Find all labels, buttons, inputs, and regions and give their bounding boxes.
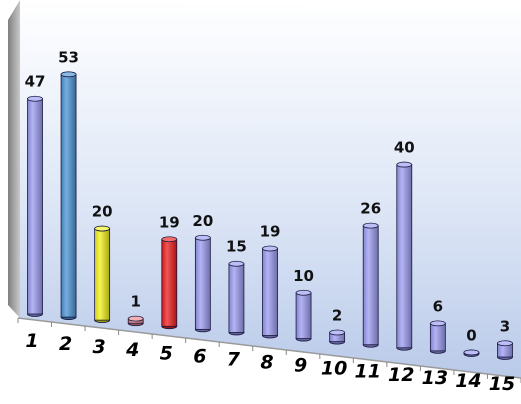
bar-10 xyxy=(329,329,346,345)
bar-body xyxy=(295,292,312,339)
x-tick-label-1: 1 xyxy=(25,330,38,352)
value-label-3: 20 xyxy=(92,203,113,221)
value-labels: 47 53 20 1 19 20 15 19 10 2 26 40 6 0 3 xyxy=(25,48,511,344)
value-label-11: 26 xyxy=(360,200,381,218)
plot-background xyxy=(8,0,521,378)
x-tick-label-5: 5 xyxy=(160,342,173,364)
bar-2 xyxy=(60,71,77,320)
bar-top xyxy=(362,222,379,229)
bar-top xyxy=(27,95,43,102)
bar-top xyxy=(161,236,178,243)
bar-body xyxy=(429,322,446,352)
bar-top xyxy=(295,289,312,296)
bar-top xyxy=(127,315,144,322)
x-axis-line xyxy=(17,317,521,379)
bar-5 xyxy=(161,236,178,330)
bar-top xyxy=(396,161,413,168)
x-tick-label-15: 15 xyxy=(489,373,515,395)
bar-top xyxy=(463,349,480,356)
bar-body xyxy=(94,228,111,321)
bar-4 xyxy=(127,315,144,327)
bar-body xyxy=(60,73,77,318)
bar-12 xyxy=(396,161,413,351)
value-label-10: 2 xyxy=(332,306,342,324)
x-tick-label-14: 14 xyxy=(455,370,481,392)
value-label-6: 20 xyxy=(192,212,213,230)
value-label-7: 15 xyxy=(226,238,247,256)
x-tick-label-6: 6 xyxy=(193,345,206,367)
value-label-12: 40 xyxy=(394,139,415,157)
value-label-2: 53 xyxy=(58,48,79,66)
bar-top xyxy=(228,260,245,267)
value-label-14: 0 xyxy=(466,326,476,344)
bar-8 xyxy=(262,245,278,339)
bar-1 xyxy=(27,95,43,317)
x-tick-label-11: 11 xyxy=(354,361,380,383)
bar-top xyxy=(329,329,346,336)
value-label-9: 10 xyxy=(293,267,314,285)
bar-11 xyxy=(362,222,379,348)
x-tick-label-4: 4 xyxy=(125,339,139,361)
bar-top xyxy=(94,225,111,232)
bar-body xyxy=(161,238,178,327)
bars xyxy=(27,71,513,360)
x-tick-label-12: 12 xyxy=(388,364,414,386)
x-tick-labels: 1 2 3 4 5 6 7 8 9 10 11 12 13 14 15 xyxy=(25,330,515,395)
bar-body xyxy=(228,263,245,333)
bar-15 xyxy=(497,340,513,360)
plot-wall xyxy=(20,0,521,378)
value-label-15: 3 xyxy=(500,317,510,335)
bar-top xyxy=(497,340,513,347)
value-label-4: 1 xyxy=(130,293,140,311)
x-tick-label-10: 10 xyxy=(321,358,347,380)
bar-7 xyxy=(228,260,245,336)
bar-top xyxy=(262,245,278,252)
x-tick-label-3: 3 xyxy=(93,336,106,358)
bar-body xyxy=(396,164,413,349)
x-tick-label-13: 13 xyxy=(422,367,448,389)
bar-top xyxy=(194,234,211,241)
bar-body xyxy=(194,237,211,330)
bar-body xyxy=(362,225,379,346)
side-wall xyxy=(8,0,20,318)
bar-body xyxy=(27,98,43,315)
bar-top xyxy=(60,71,77,78)
value-label-8: 19 xyxy=(260,222,281,240)
bar-14 xyxy=(463,349,480,357)
x-tick-label-9: 9 xyxy=(294,355,307,377)
x-axis xyxy=(17,317,521,383)
x-tick-label-2: 2 xyxy=(59,333,72,355)
bar-6 xyxy=(194,234,211,333)
bar-9 xyxy=(295,289,312,342)
value-label-13: 6 xyxy=(433,297,443,315)
bar-body xyxy=(262,248,278,336)
x-tick-label-7: 7 xyxy=(227,348,241,370)
bar-top xyxy=(429,320,446,327)
bar-13 xyxy=(429,320,446,354)
value-label-5: 19 xyxy=(159,213,180,231)
x-tick-label-8: 8 xyxy=(260,352,273,374)
bar-3 xyxy=(94,225,111,324)
value-label-1: 47 xyxy=(25,73,46,91)
